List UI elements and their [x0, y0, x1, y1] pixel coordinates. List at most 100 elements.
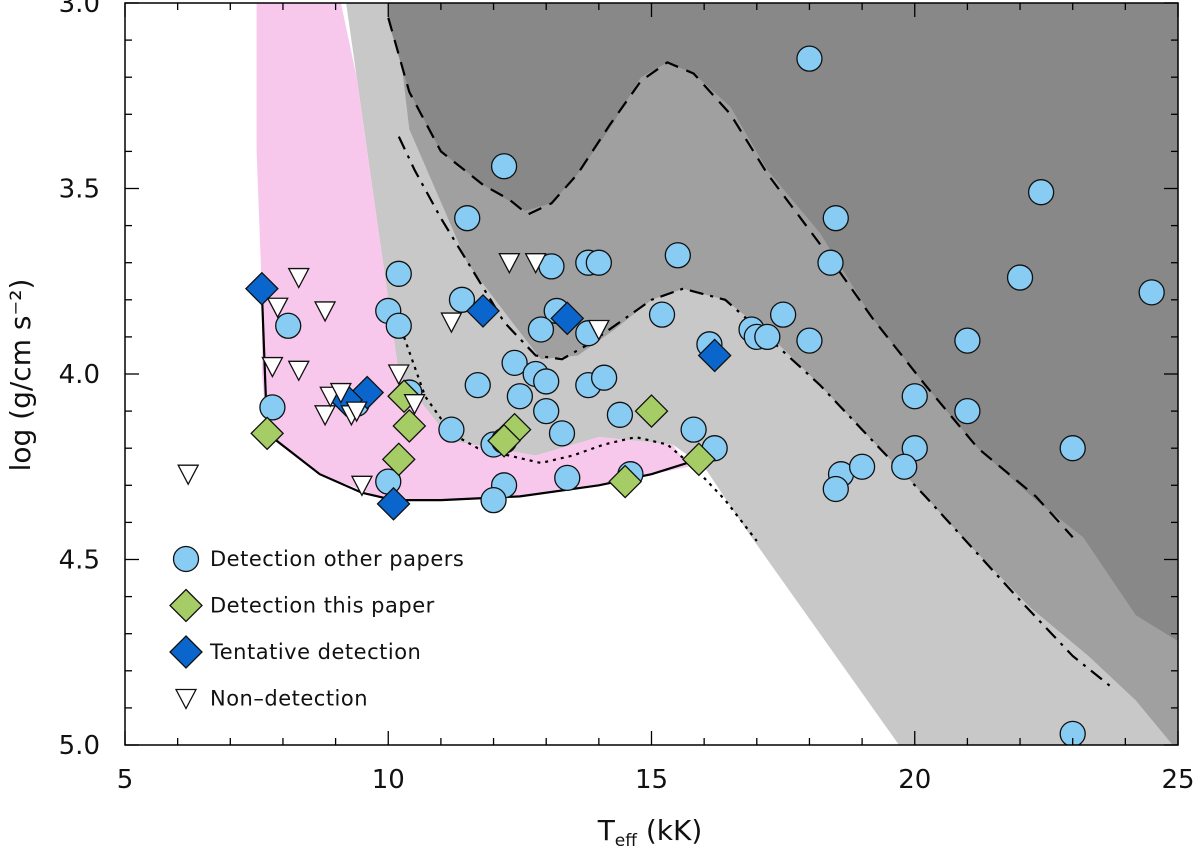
tentative-detection-point: [244, 271, 279, 306]
tentative-detection-point: [376, 486, 411, 521]
legend-label: Non–detection: [210, 687, 368, 711]
shaded-regions: [256, 3, 1178, 745]
x-tick-label: 20: [898, 765, 931, 795]
pink-region: [256, 3, 689, 501]
y-tick-label: 5.0: [59, 731, 100, 761]
detection-other-point: [754, 323, 781, 351]
detection-other-point: [506, 383, 534, 410]
legend-marker: [169, 635, 203, 669]
legend-marker: [174, 688, 198, 710]
y-tick-label: 3.0: [59, 0, 100, 19]
detection-other-point: [259, 394, 286, 421]
axis-ticks: [124, 2, 1179, 746]
detection-this-point: [392, 409, 427, 443]
detection-this-point: [608, 464, 643, 499]
legend-entry: Non–detection: [174, 687, 368, 711]
dashdot-curve: [397, 136, 1111, 687]
detection-other-point: [490, 153, 518, 180]
detection-this-point: [487, 423, 521, 458]
legend-label: Tentative detection: [209, 640, 421, 664]
legend-marker: [169, 588, 203, 623]
detection-other-point: [954, 397, 981, 425]
non-detection-point: [403, 394, 426, 416]
detection-other-point: [464, 371, 491, 399]
detection-other-point: [548, 420, 576, 447]
x-axis-label-sub: eff: [615, 831, 638, 851]
series-1: [250, 379, 716, 499]
legend-entry: Tentative detection: [169, 635, 421, 669]
non-detection-point: [387, 364, 410, 386]
detection-other-point: [796, 45, 823, 72]
y-axis-label: log (g/cm s⁻²): [4, 279, 37, 472]
non-detection-point: [440, 312, 463, 334]
x-axis-label: Teff (kK): [597, 814, 703, 851]
tick-labels: 5 10 15 20 25 3.0 3.5 4.0 4.5 5.0: [59, 0, 1195, 795]
non-detection-point: [345, 401, 368, 423]
non-detection-point: [177, 464, 200, 486]
non-detection-point: [287, 360, 310, 382]
legend: Detection other papers Detection this pap…: [169, 545, 464, 711]
legend-marker: [172, 545, 200, 573]
x-axis-label-main: T: [597, 814, 616, 847]
detection-other-point: [1006, 264, 1034, 291]
detection-other-point: [480, 486, 507, 514]
detection-other-point: [891, 453, 918, 480]
detection-other-point: [533, 397, 560, 425]
non-detection-point: [498, 253, 521, 275]
legend-entry: Detection other papers: [172, 545, 464, 573]
detection-other-point: [385, 312, 412, 339]
non-detection-point: [350, 475, 374, 497]
non-detection-point: [524, 253, 547, 275]
detection-other-point: [848, 453, 876, 480]
x-tick-label: 25: [1161, 765, 1194, 795]
detection-other-point: [1059, 435, 1086, 462]
detection-other-point: [527, 316, 555, 343]
detection-this-point: [681, 442, 716, 477]
y-tick-label: 4.0: [59, 360, 100, 390]
detection-other-point: [769, 301, 797, 328]
detection-other-point: [901, 383, 928, 410]
detection-other-point: [822, 205, 849, 232]
gray-dark-region: [388, 3, 1178, 642]
detection-other-point: [664, 242, 691, 269]
tentative-detection-point: [550, 301, 585, 336]
detection-other-point: [448, 286, 476, 313]
detection-other-point: [1027, 179, 1055, 206]
detection-other-point: [680, 416, 707, 443]
x-tick-label: 15: [635, 765, 668, 795]
non-detection-point: [261, 356, 284, 378]
legend-label: Detection this paper: [210, 594, 435, 618]
non-detection-point: [266, 297, 289, 319]
tentative-detection-point: [697, 338, 732, 373]
y-tick-label: 3.5: [59, 175, 100, 205]
x-tick-label: 10: [372, 765, 405, 795]
legend-entry: Detection this paper: [169, 588, 435, 623]
x-tick-label: 5: [117, 765, 134, 795]
detection-this-point: [250, 416, 285, 451]
detection-other-point: [796, 327, 823, 354]
detection-other-point: [954, 327, 981, 354]
detection-this-point: [381, 442, 416, 477]
detection-other-point: [385, 260, 412, 287]
detection-other-point: [554, 464, 581, 492]
non-detection-point: [313, 405, 337, 427]
tentative-detection-point: [466, 294, 500, 328]
non-detection-point: [329, 382, 352, 404]
series-3: [177, 253, 610, 497]
data-points: [177, 45, 1165, 745]
detection-other-point: [454, 205, 481, 232]
y-tick-label: 4.5: [59, 546, 100, 576]
detection-other-point: [1138, 279, 1165, 306]
detection-other-point: [648, 301, 676, 328]
detection-other-point: [275, 312, 302, 339]
non-detection-point: [313, 301, 337, 323]
dashed-curve: [387, 17, 1074, 538]
detection-other-point: [1059, 720, 1086, 745]
detection-other-point: [822, 475, 849, 503]
detection-other-point: [501, 349, 528, 377]
detection-other-point: [533, 368, 560, 395]
detection-other-point: [585, 249, 612, 276]
series-2: [244, 271, 732, 521]
detection-this-point: [634, 394, 669, 429]
